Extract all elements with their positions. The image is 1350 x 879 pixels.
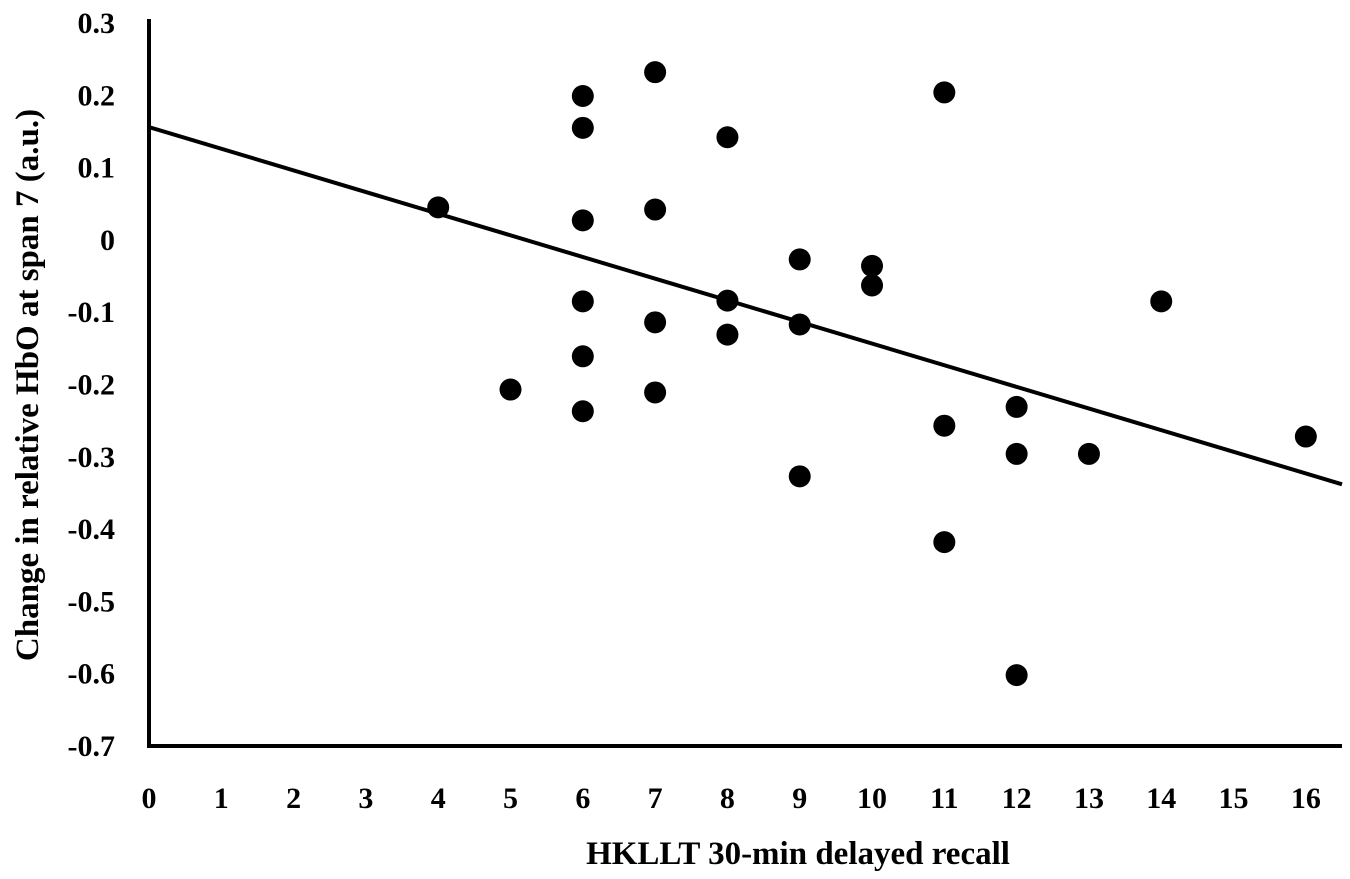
x-tick-label: 10 <box>857 782 887 815</box>
data-point <box>861 274 884 297</box>
x-axis-ticks: 0 1 2 3 4 5 6 7 8 9 10 11 12 13 14 15 16 <box>142 782 1321 815</box>
data-point <box>933 531 956 554</box>
y-tick-label: -0.5 <box>68 585 116 618</box>
x-tick-label: 4 <box>431 782 446 815</box>
data-point <box>716 323 739 346</box>
data-point <box>933 81 956 104</box>
y-tick-label: 0.1 <box>78 152 116 185</box>
x-tick-label: 11 <box>930 782 958 815</box>
data-point <box>1005 664 1028 687</box>
x-tick-label: 9 <box>792 782 807 815</box>
data-point <box>1005 395 1028 418</box>
y-tick-label: -0.1 <box>68 296 116 329</box>
data-point <box>571 209 594 232</box>
x-tick-label: 16 <box>1291 782 1321 815</box>
y-tick-label: 0 <box>100 224 115 257</box>
data-point <box>644 61 667 84</box>
y-tick-label: 0.2 <box>78 79 116 112</box>
y-tick-label: -0.2 <box>68 369 116 402</box>
y-tick-label: -0.7 <box>68 730 116 763</box>
data-point <box>788 248 811 271</box>
data-point <box>571 116 594 139</box>
data-point <box>571 345 594 368</box>
y-tick-label: -0.3 <box>68 441 116 474</box>
y-tick-label: 0.3 <box>78 7 116 40</box>
data-point <box>1077 442 1100 465</box>
x-tick-label: 2 <box>286 782 301 815</box>
data-point <box>933 414 956 437</box>
data-point <box>716 126 739 149</box>
y-tick-label: -0.4 <box>68 513 116 546</box>
data-point <box>1005 442 1028 465</box>
data-point <box>644 311 667 334</box>
data-point <box>427 196 450 219</box>
data-point <box>788 465 811 488</box>
data-point <box>1150 290 1173 313</box>
y-axis-title: Change in relative HbO at span 7 (a.u.) <box>10 109 46 661</box>
data-point <box>571 400 594 423</box>
x-tick-label: 13 <box>1074 782 1104 815</box>
data-point <box>716 289 739 312</box>
data-point <box>1294 425 1317 448</box>
y-tick-label: -0.6 <box>68 658 116 691</box>
x-tick-label: 12 <box>1002 782 1032 815</box>
x-tick-label: 6 <box>575 782 590 815</box>
x-tick-label: 1 <box>214 782 229 815</box>
data-point <box>788 313 811 336</box>
x-tick-label: 15 <box>1219 782 1249 815</box>
data-points <box>427 61 1317 687</box>
x-tick-label: 3 <box>358 782 373 815</box>
data-point <box>644 198 667 221</box>
data-point <box>861 254 884 277</box>
data-point <box>571 290 594 313</box>
data-point <box>571 85 594 108</box>
y-axis-ticks: 0.3 0.2 0.1 0 -0.1 -0.2 -0.3 -0.4 -0.5 -0.6 -0.7 <box>68 7 116 763</box>
data-point <box>499 378 522 401</box>
x-tick-label: 5 <box>503 782 518 815</box>
x-axis-title: HKLLT 30-min delayed recall <box>586 836 1010 872</box>
x-tick-label: 8 <box>720 782 735 815</box>
data-point <box>644 381 667 404</box>
x-tick-label: 0 <box>142 782 157 815</box>
trend-line <box>148 125 1343 487</box>
x-tick-label: 7 <box>648 782 663 815</box>
x-tick-label: 14 <box>1146 782 1176 815</box>
